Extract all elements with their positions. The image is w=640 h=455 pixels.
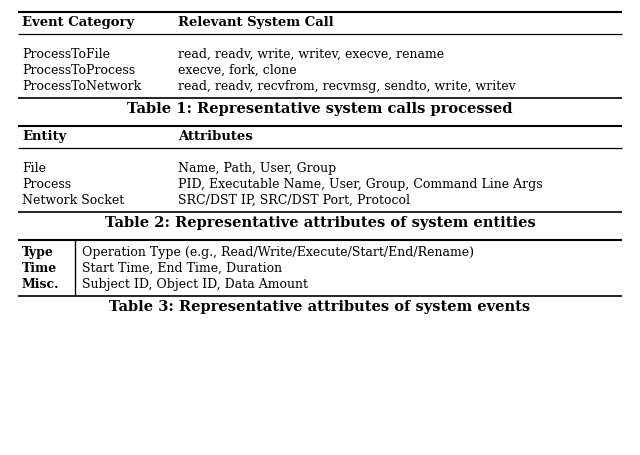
Text: Process: Process bbox=[22, 178, 71, 191]
Text: Misc.: Misc. bbox=[22, 278, 60, 291]
Text: ProcessToProcess: ProcessToProcess bbox=[22, 64, 135, 77]
Text: Table 3: Representative attributes of system events: Table 3: Representative attributes of sy… bbox=[109, 300, 531, 314]
Text: Network Socket: Network Socket bbox=[22, 194, 124, 207]
Text: Table 1: Representative system calls processed: Table 1: Representative system calls pro… bbox=[127, 102, 513, 116]
Text: Start Time, End Time, Duration: Start Time, End Time, Duration bbox=[82, 262, 282, 275]
Text: Operation Type (e.g., Read/Write/Execute/Start/End/Rename): Operation Type (e.g., Read/Write/Execute… bbox=[82, 246, 474, 259]
Text: File: File bbox=[22, 162, 46, 175]
Text: SRC/DST IP, SRC/DST Port, Protocol: SRC/DST IP, SRC/DST Port, Protocol bbox=[178, 194, 410, 207]
Text: read, readv, recvfrom, recvmsg, sendto, write, writev: read, readv, recvfrom, recvmsg, sendto, … bbox=[178, 80, 516, 93]
Text: ProcessToFile: ProcessToFile bbox=[22, 48, 110, 61]
Text: Table 2: Representative attributes of system entities: Table 2: Representative attributes of sy… bbox=[104, 216, 536, 230]
Text: ProcessToNetwork: ProcessToNetwork bbox=[22, 80, 141, 93]
Text: Entity: Entity bbox=[22, 130, 67, 143]
Text: execve, fork, clone: execve, fork, clone bbox=[178, 64, 296, 77]
Text: Subject ID, Object ID, Data Amount: Subject ID, Object ID, Data Amount bbox=[82, 278, 308, 291]
Text: Event Category: Event Category bbox=[22, 16, 134, 29]
Text: Name, Path, User, Group: Name, Path, User, Group bbox=[178, 162, 336, 175]
Text: Attributes: Attributes bbox=[178, 130, 253, 143]
Text: Relevant System Call: Relevant System Call bbox=[178, 16, 333, 29]
Text: Time: Time bbox=[22, 262, 57, 275]
Text: PID, Executable Name, User, Group, Command Line Args: PID, Executable Name, User, Group, Comma… bbox=[178, 178, 543, 191]
Text: Type: Type bbox=[22, 246, 54, 259]
Text: read, readv, write, writev, execve, rename: read, readv, write, writev, execve, rena… bbox=[178, 48, 444, 61]
